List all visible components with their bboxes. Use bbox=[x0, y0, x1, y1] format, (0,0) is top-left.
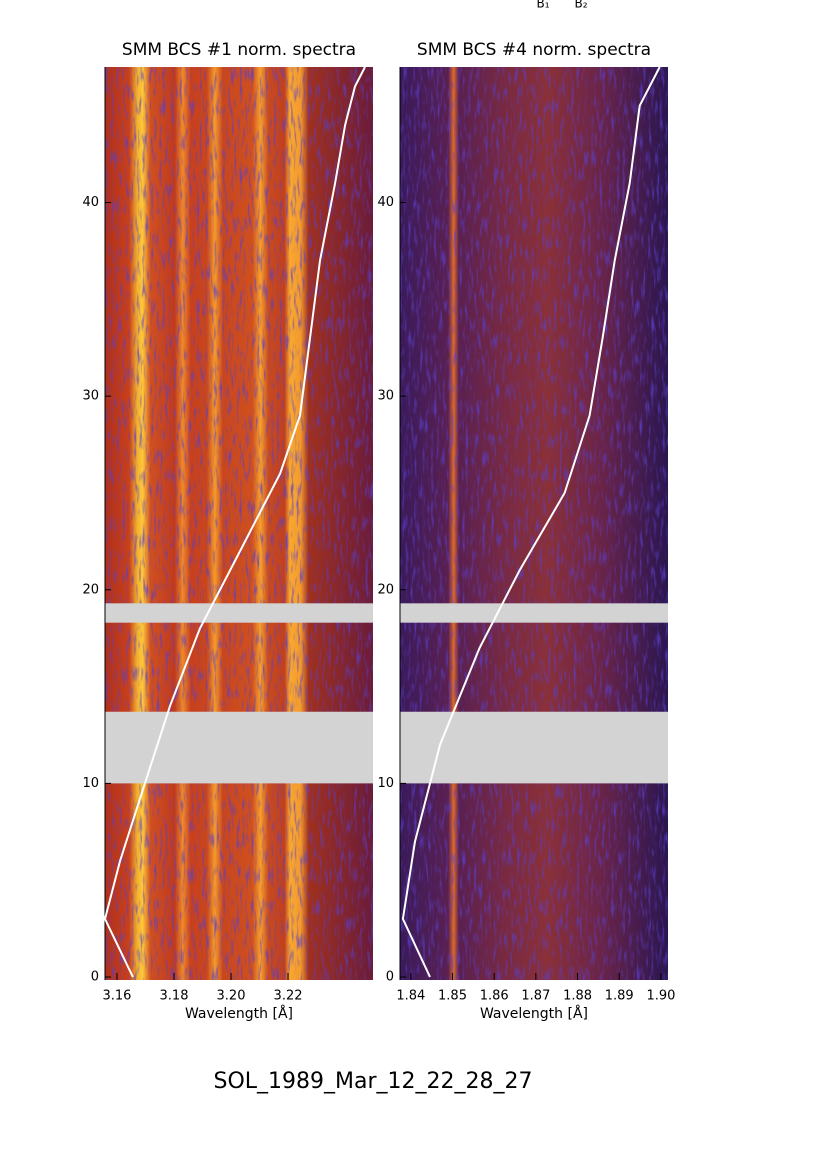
y-tick-label: 40 bbox=[82, 195, 99, 210]
x-tick-label: 3.22 bbox=[274, 989, 303, 1004]
y-tick-label: 30 bbox=[377, 389, 394, 404]
annotation: B₁ bbox=[536, 0, 549, 11]
x-tick-label: 3.20 bbox=[217, 989, 246, 1004]
x-tick-label: 3.18 bbox=[160, 989, 189, 1004]
data-gap bbox=[400, 603, 668, 623]
x-tick-label: 3.16 bbox=[102, 989, 131, 1004]
x-tick-label: 1.85 bbox=[438, 989, 467, 1004]
y-tick-label: 0 bbox=[91, 970, 99, 985]
data-gap bbox=[400, 711, 668, 784]
y-tick-label: 30 bbox=[82, 389, 99, 404]
x-tick-label: 1.90 bbox=[646, 989, 675, 1004]
spectrum-noise bbox=[400, 67, 668, 980]
y-tick-label: 10 bbox=[82, 776, 99, 791]
x-axis-label: Wavelength [Å] bbox=[480, 1005, 588, 1022]
light-curve bbox=[401, 66, 661, 978]
x-axis-label: Wavelength [Å] bbox=[185, 1005, 293, 1022]
spectrum-noise bbox=[105, 67, 373, 980]
y-tick-label: 20 bbox=[82, 582, 99, 597]
x-tick-label: 1.88 bbox=[563, 989, 592, 1004]
data-gap bbox=[105, 603, 373, 623]
x-tick-label: 1.87 bbox=[521, 989, 550, 1004]
y-tick-label: 20 bbox=[377, 582, 394, 597]
annotation: B₂ bbox=[574, 0, 587, 11]
light-curve bbox=[103, 66, 366, 978]
y-tick-label: 40 bbox=[377, 195, 394, 210]
data-gap bbox=[105, 711, 373, 784]
x-tick-label: 1.84 bbox=[396, 989, 425, 1004]
x-tick-label: 1.86 bbox=[480, 989, 509, 1004]
y-tick-label: 0 bbox=[386, 970, 394, 985]
panel-title: SMM BCS #1 norm. spectra bbox=[122, 40, 356, 60]
footer: SOL_1989_Mar_12_22_28_27 bbox=[213, 1069, 532, 1094]
x-tick-label: 1.89 bbox=[605, 989, 634, 1004]
panel-title: SMM BCS #4 norm. spectra bbox=[417, 40, 651, 60]
y-tick-label: 10 bbox=[377, 776, 394, 791]
